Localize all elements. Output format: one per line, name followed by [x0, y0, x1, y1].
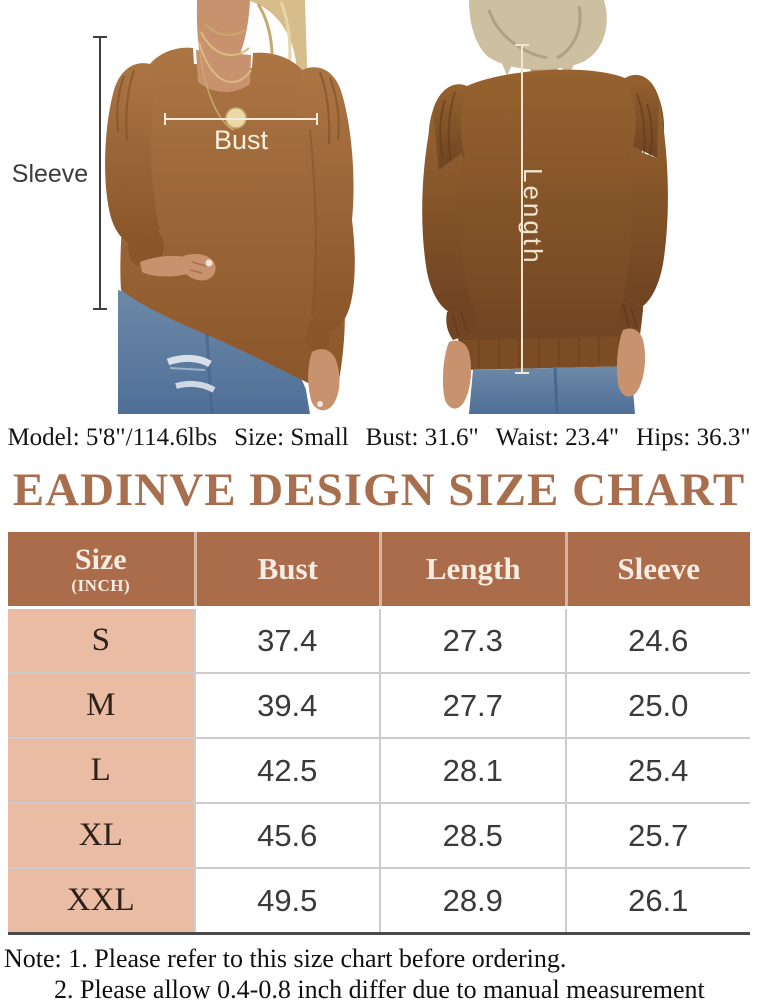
header-unit-label: (INCH): [71, 575, 131, 595]
cell-length: 27.7: [379, 674, 565, 737]
note-line-1: Note: 1. Please refer to this size chart…: [4, 944, 567, 973]
header-length: Length: [379, 532, 565, 606]
cell-sleeve: 25.0: [564, 674, 750, 737]
length-measure-line: [515, 44, 529, 374]
cell-bust: 37.4: [193, 609, 379, 672]
cell-bust: 45.6: [193, 804, 379, 867]
back-view-photo: [422, 0, 668, 414]
cell-sleeve: 25.4: [564, 739, 750, 802]
model-bust: Bust: 31.6": [365, 424, 479, 451]
cell-length: 28.9: [379, 869, 565, 932]
sleeve-measure-line: [93, 36, 107, 310]
cell-sleeve: 26.1: [564, 869, 750, 932]
cell-sleeve: 25.7: [564, 804, 750, 867]
cell-bust: 39.4: [193, 674, 379, 737]
notes: Note: 1. Please refer to this size chart…: [4, 943, 758, 1005]
back-hair: [469, 0, 607, 80]
back-jeans: [469, 366, 635, 414]
table-header-row: Size (INCH) Bust Length Sleeve: [8, 532, 750, 606]
product-photos: Sleeve Bust Length: [0, 0, 758, 414]
back-right-sleeve: [616, 74, 668, 397]
bust-measure-line: [164, 113, 318, 125]
header-sleeve: Sleeve: [564, 532, 751, 606]
cell-length: 27.3: [379, 609, 565, 672]
cell-length: 28.5: [379, 804, 565, 867]
table-row: L 42.5 28.1 25.4: [8, 737, 750, 802]
table-row: XXL 49.5 28.9 26.1: [8, 867, 750, 932]
front-jeans: [118, 290, 310, 414]
cell-size: L: [8, 739, 194, 802]
cell-bust: 42.5: [193, 739, 379, 802]
cell-size: S: [8, 609, 194, 672]
back-left-sleeve: [422, 84, 476, 409]
front-left-sleeve: [105, 63, 216, 281]
header-size-label: Size: [74, 542, 127, 576]
page-title: EADINVE DESIGN SIZE CHART: [12, 464, 746, 516]
model-size: Size: Small: [234, 424, 349, 451]
cell-size: M: [8, 674, 194, 737]
bust-measure-label: Bust: [213, 125, 269, 155]
note-line-2: 2. Please allow 0.4-0.8 inch differ due …: [54, 975, 705, 1004]
front-right-sleeve: [301, 67, 355, 411]
size-chart-table: Size (INCH) Bust Length Sleeve S 37.4 27…: [8, 532, 750, 935]
back-tunic: [452, 69, 645, 370]
model-waist: Waist: 23.4": [495, 424, 620, 451]
cell-sleeve: 24.6: [564, 609, 750, 672]
model-height-weight: Model: 5'8"/114.6lbs: [7, 424, 218, 451]
length-measure-label: Length: [518, 168, 548, 266]
cell-size: XXL: [8, 869, 194, 932]
cell-bust: 49.5: [193, 869, 379, 932]
table-row: XL 45.6 28.5 25.7: [8, 802, 750, 867]
table-row: M 39.4 27.7 25.0: [8, 672, 750, 737]
sleeve-measure-label: Sleeve: [11, 160, 89, 188]
cell-length: 28.1: [379, 739, 565, 802]
table-body: S 37.4 27.3 24.6 M 39.4 27.7 25.0 L 42.5…: [8, 609, 750, 932]
model-info-line: Model: 5'8"/114.6lbs Size: Small Bust: 3…: [0, 418, 758, 458]
front-view-photo: [105, 0, 355, 414]
header-bust: Bust: [193, 532, 380, 606]
table-row: S 37.4 27.3 24.6: [8, 609, 750, 672]
header-size: Size (INCH): [8, 532, 194, 606]
cell-size: XL: [8, 804, 194, 867]
model-hips: Hips: 36.3": [636, 424, 751, 451]
